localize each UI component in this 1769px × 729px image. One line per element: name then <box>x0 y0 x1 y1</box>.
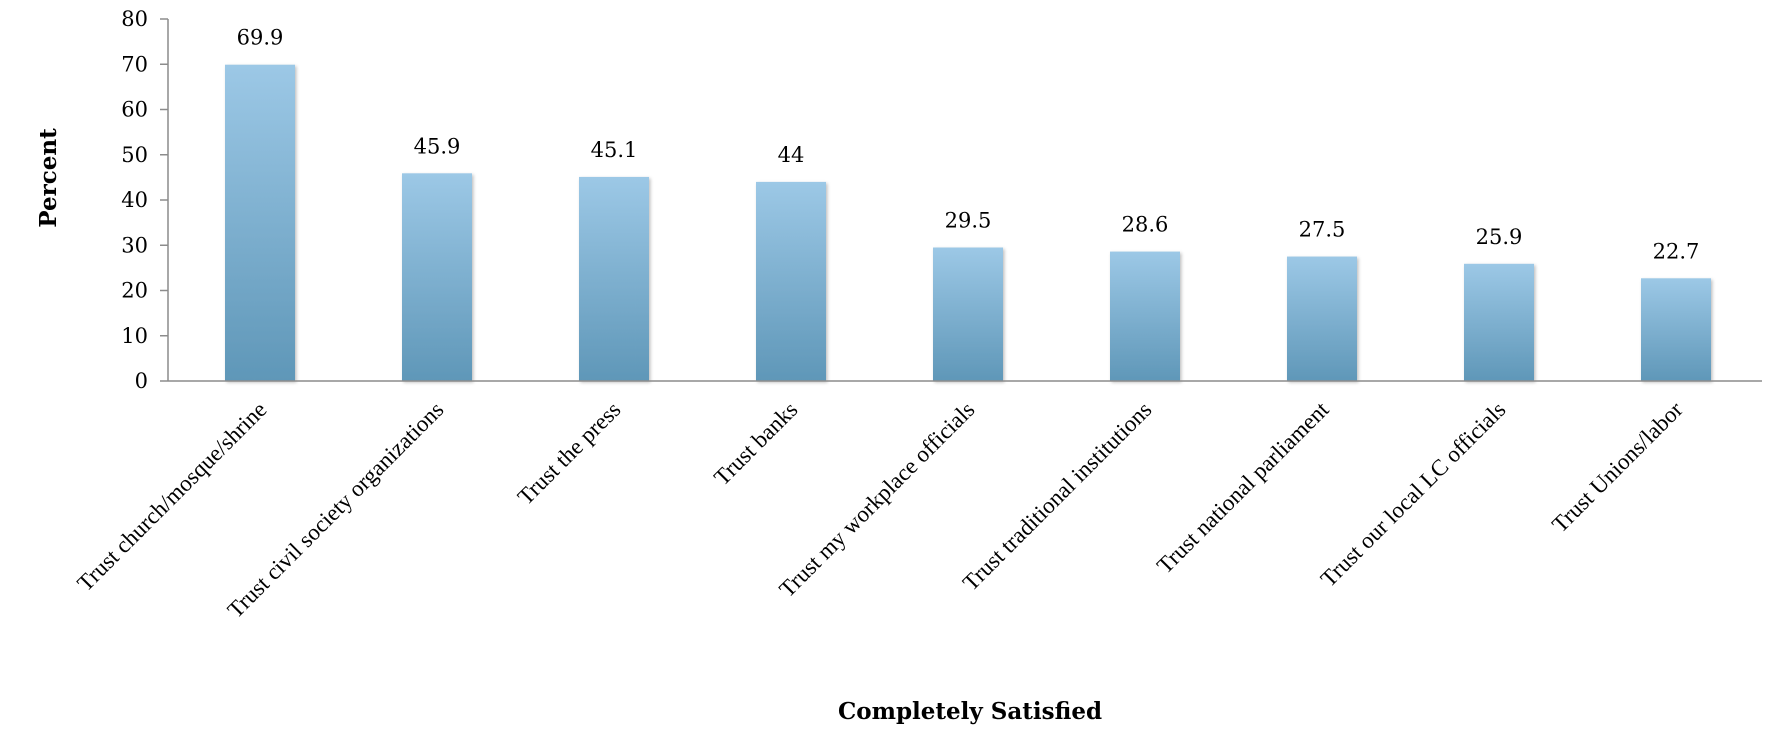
data-label: 22.7 <box>1653 239 1700 263</box>
bar <box>1287 256 1357 381</box>
bar <box>1110 251 1180 381</box>
data-label: 44 <box>778 143 805 167</box>
y-tick-label: 20 <box>121 279 148 303</box>
category-label: Trust the press <box>513 397 626 510</box>
bar <box>756 181 826 381</box>
data-label: 25.9 <box>1476 225 1523 249</box>
bars <box>225 64 1711 381</box>
data-label: 29.5 <box>945 209 992 233</box>
category-label: Trust Unions/labor <box>1547 397 1688 538</box>
bar <box>1464 263 1534 381</box>
data-label: 27.5 <box>1299 218 1346 242</box>
y-tick-label: 0 <box>135 369 148 393</box>
y-tick-label: 60 <box>121 98 148 122</box>
data-label: 69.9 <box>237 26 284 50</box>
y-tick-label: 80 <box>121 7 148 31</box>
bar <box>402 173 472 381</box>
category-label: Trust church/mosque/shrine <box>72 397 271 596</box>
category-label: Trust my workplace officials <box>774 397 979 602</box>
bar <box>579 176 649 381</box>
category-label: Trust banks <box>709 397 802 490</box>
bar <box>1641 278 1711 381</box>
y-tick-label: 30 <box>121 233 148 257</box>
y-tick-label: 70 <box>121 52 148 76</box>
y-axis: 0 10 20 30 40 50 60 70 80 <box>121 7 169 393</box>
y-tick-label: 40 <box>121 188 148 212</box>
x-axis-title: Completely Satisfied <box>838 698 1102 725</box>
y-tick-label: 50 <box>121 143 148 167</box>
y-axis-title: Percent <box>35 128 62 228</box>
data-label: 45.1 <box>591 138 638 162</box>
category-label: Trust traditional institutions <box>958 397 1157 596</box>
bar <box>933 247 1003 381</box>
y-tick-label: 10 <box>121 324 148 348</box>
data-label: 28.6 <box>1122 213 1169 237</box>
category-label: Trust our local LC officials <box>1316 397 1511 592</box>
data-labels: 69.9 45.9 45.1 44 29.5 28.6 27.5 25.9 22.7 <box>237 26 1700 264</box>
data-label: 45.9 <box>414 134 461 158</box>
category-label: Trust national parliament <box>1152 396 1334 578</box>
bar <box>225 64 295 381</box>
category-label: Trust civil society organizations <box>223 397 449 623</box>
